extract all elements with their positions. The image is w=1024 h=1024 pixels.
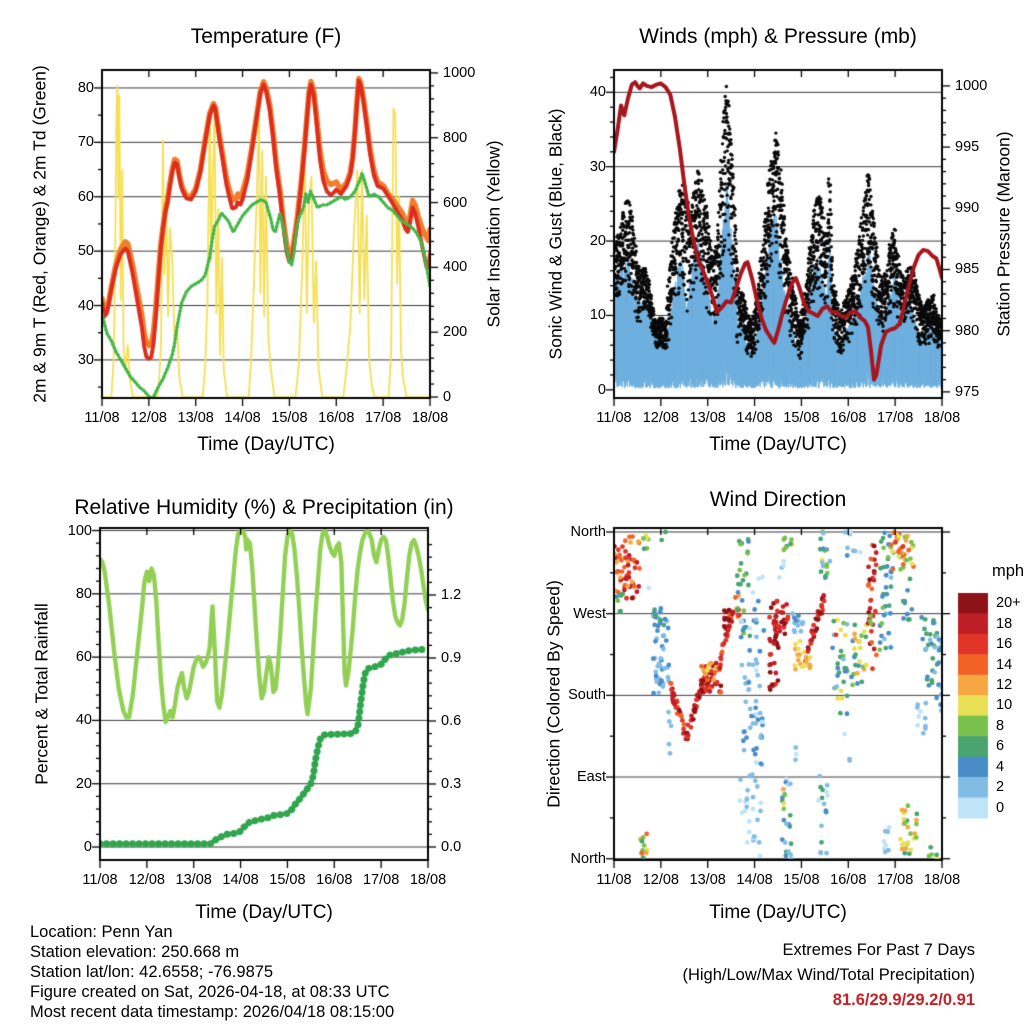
station-location: Location: Penn Yan xyxy=(30,923,173,941)
extremes-values: 81.6/29.9/29.2/0.91 xyxy=(832,991,975,1009)
extremes-subtitle: (High/Low/Max Wind/Total Precipitation) xyxy=(682,966,975,984)
station-info-footer: Location: Penn Yan Station elevation: 25… xyxy=(30,922,394,1022)
station-elevation: Station elevation: 250.668 m xyxy=(30,943,240,961)
figure-created-timestamp: Figure created on Sat, 2026-04-18, at 08… xyxy=(30,983,390,1001)
extremes-block: Extremes For Past 7 Days (High/Low/Max W… xyxy=(682,938,975,1013)
extremes-title: Extremes For Past 7 Days xyxy=(782,941,975,959)
most-recent-data-timestamp: Most recent data timestamp: 2026/04/18 0… xyxy=(30,1003,395,1021)
station-latlon: Station lat/lon: 42.6558; -76.9875 xyxy=(30,963,274,981)
